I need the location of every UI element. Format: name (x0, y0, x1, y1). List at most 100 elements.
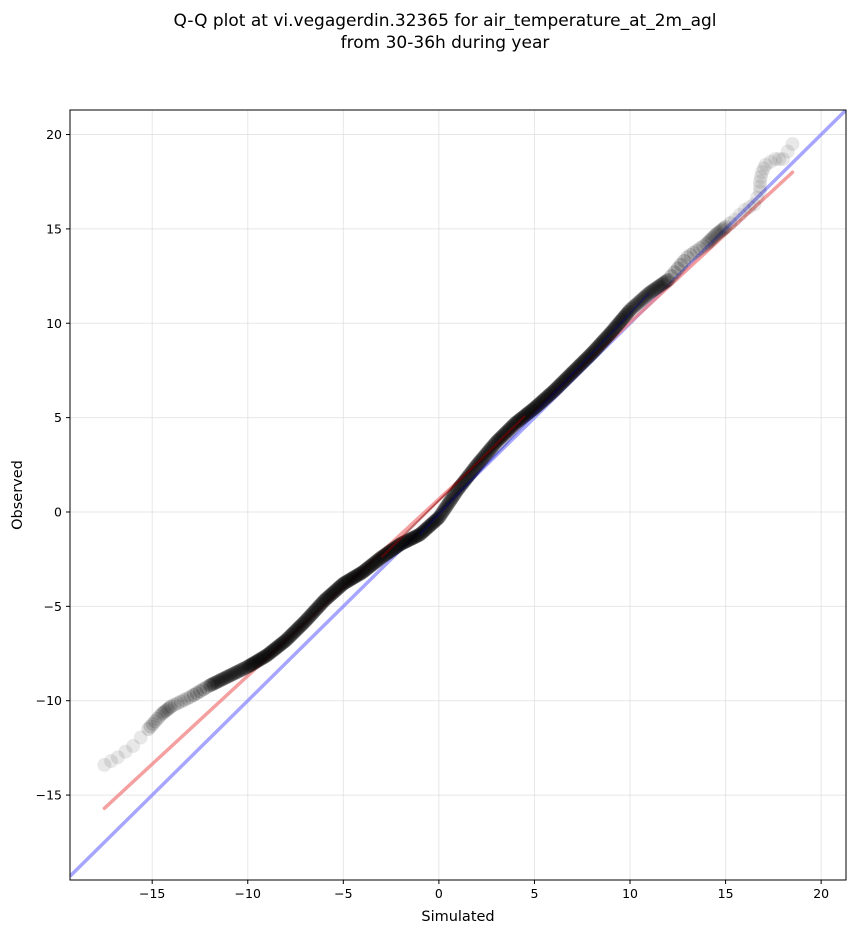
qq-point (608, 320, 623, 335)
qq-point (629, 296, 644, 311)
qq-point (737, 203, 752, 218)
qq-point (501, 423, 516, 438)
qq-point (571, 359, 586, 374)
qq-point (537, 392, 552, 407)
qq-point (270, 639, 285, 654)
qq-point (459, 471, 474, 486)
qq-point (618, 307, 633, 322)
qq-point (441, 496, 456, 511)
qq-point (686, 245, 701, 260)
qq-point (315, 595, 330, 610)
qq-point (539, 390, 554, 405)
qq-point (386, 541, 401, 556)
qq-point (242, 658, 257, 673)
qq-point (624, 301, 639, 316)
qq-point (145, 716, 160, 731)
qq-point (247, 655, 262, 670)
qq-point (653, 278, 668, 293)
qq-point (568, 362, 583, 377)
qq-point (461, 468, 476, 483)
qq-point (268, 641, 283, 656)
qq-point (699, 236, 714, 251)
qq-point (156, 705, 171, 720)
qq-point (324, 587, 339, 602)
qq-point (269, 640, 284, 655)
qq-point (573, 357, 588, 372)
x-tick-label: 10 (622, 886, 638, 901)
x-tick-label: −10 (235, 886, 261, 901)
qq-point (620, 306, 635, 321)
qq-point (527, 401, 542, 416)
chart-title-line-2: from 30-36h during year (341, 33, 550, 53)
qq-point (318, 592, 333, 607)
qq-point (557, 373, 572, 388)
qq-point (614, 312, 629, 327)
qq-point (425, 516, 440, 531)
qq-point (657, 275, 672, 290)
qq-point (616, 311, 631, 326)
qq-point (587, 343, 602, 358)
qq-point (639, 288, 654, 303)
qq-point (470, 457, 485, 472)
x-tick-label: 20 (813, 886, 829, 901)
qq-point (422, 519, 437, 534)
qq-point (523, 404, 538, 419)
qq-point (633, 293, 648, 308)
grid (70, 110, 846, 880)
qq-point (509, 415, 524, 430)
qq-point (438, 500, 453, 515)
x-axis: −15 −10 −5 0 5 10 15 20 (139, 880, 829, 901)
qq-point (584, 346, 599, 361)
qq-point (419, 521, 434, 536)
qq-point (752, 174, 767, 189)
qq-point (382, 544, 397, 559)
qq-point (418, 522, 433, 537)
qq-point (426, 515, 441, 530)
qq-point (728, 212, 743, 227)
qq-point (545, 385, 560, 400)
qq-point (381, 545, 396, 560)
qq-point (233, 663, 248, 678)
qq-point (401, 533, 416, 548)
qq-point (192, 684, 207, 699)
qq-point (552, 378, 567, 393)
qq-point (216, 671, 231, 686)
qq-point (254, 651, 269, 666)
qq-point (345, 571, 360, 586)
qq-point (625, 300, 640, 315)
y-tick-label: 20 (46, 127, 62, 142)
qq-point (547, 382, 562, 397)
qq-point (610, 317, 625, 332)
qq-point (558, 372, 573, 387)
qq-point (240, 659, 255, 674)
qq-point (293, 618, 308, 633)
qq-point (655, 276, 670, 291)
qq-point (546, 384, 561, 399)
qq-point (273, 637, 288, 652)
qq-point (599, 330, 614, 345)
qq-point (277, 634, 292, 649)
qq-point (696, 239, 711, 254)
qq-point (601, 328, 616, 343)
qq-point (420, 520, 435, 535)
qq-point (430, 511, 445, 526)
qq-point (508, 416, 523, 431)
identity-line (70, 110, 846, 878)
qq-point (349, 568, 364, 583)
qq-point (388, 540, 403, 555)
qq-point (534, 395, 549, 410)
qq-point (718, 220, 733, 235)
qq-point (756, 161, 771, 176)
qq-point (227, 666, 242, 681)
qq-point (296, 615, 311, 630)
qq-point (631, 295, 646, 310)
qq-point (97, 757, 112, 772)
qq-point (521, 405, 536, 420)
qq-point (154, 706, 169, 721)
qq-point (562, 368, 577, 383)
qq-point (244, 657, 259, 672)
qq-point (362, 559, 377, 574)
qq-point (400, 533, 415, 548)
qq-point (243, 658, 258, 673)
qq-point (186, 688, 201, 703)
